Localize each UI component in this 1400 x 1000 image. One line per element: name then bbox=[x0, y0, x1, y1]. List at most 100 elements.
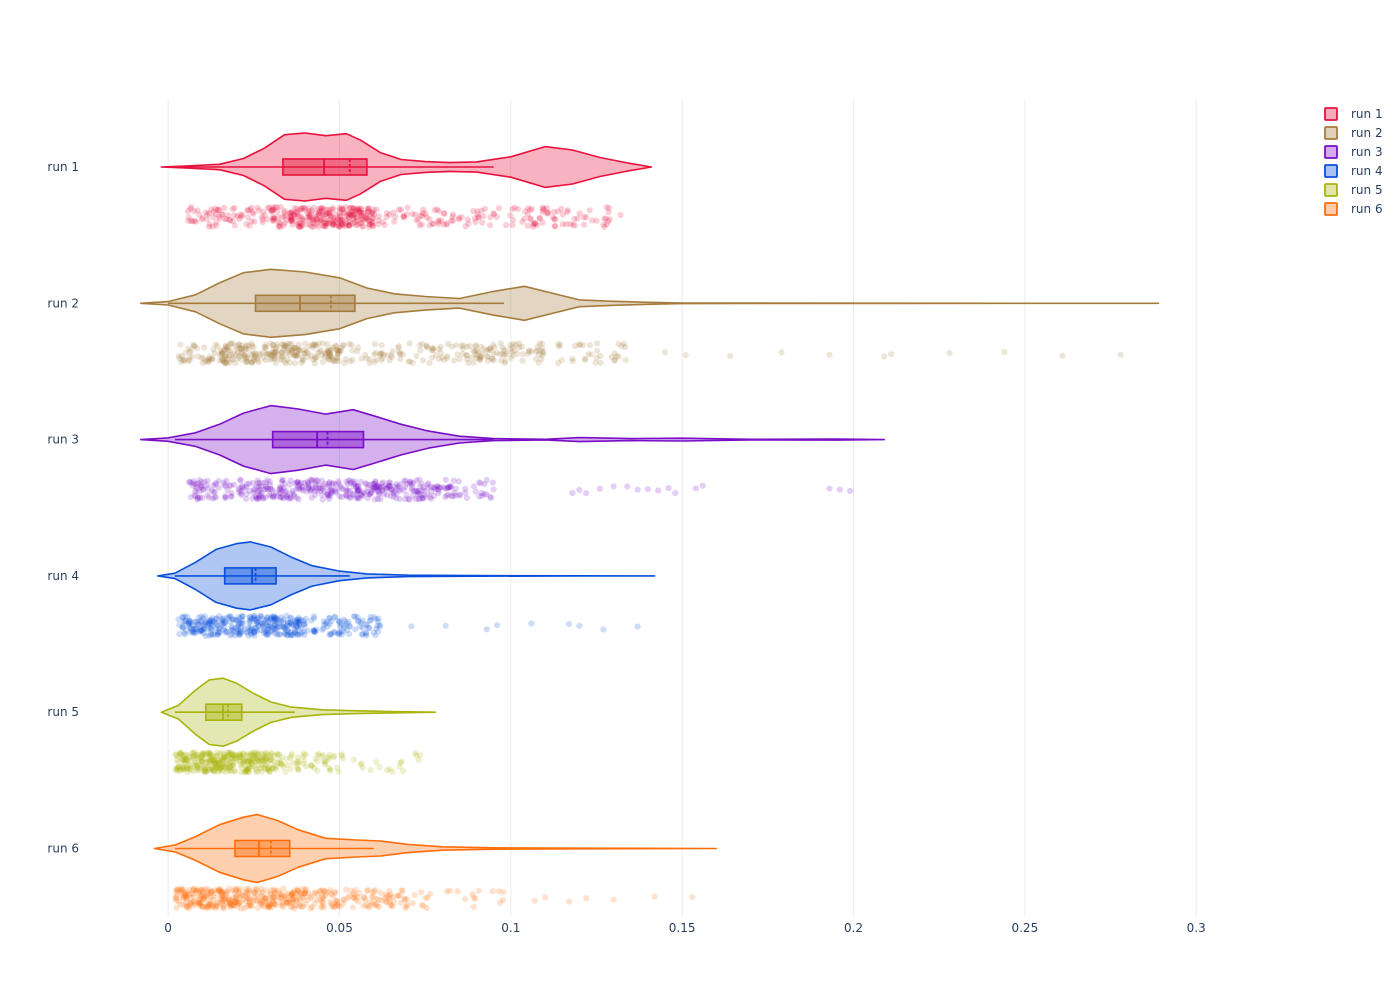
data-point bbox=[200, 768, 207, 775]
violin-trace[interactable] bbox=[139, 268, 1160, 367]
violin-trace[interactable] bbox=[160, 677, 437, 776]
data-point bbox=[525, 350, 532, 357]
violin-trace[interactable] bbox=[153, 813, 718, 912]
data-point bbox=[530, 219, 537, 226]
data-point bbox=[288, 215, 295, 222]
data-point bbox=[356, 208, 363, 215]
legend[interactable]: run 1 run 2 run 3 run 4 run 5 run 6 bbox=[1324, 107, 1383, 216]
data-point bbox=[483, 626, 490, 633]
data-point bbox=[321, 887, 328, 895]
data-point bbox=[381, 221, 388, 228]
data-point bbox=[228, 901, 235, 908]
data-point bbox=[424, 484, 432, 492]
data-point bbox=[325, 493, 332, 500]
data-point bbox=[195, 480, 202, 487]
data-point bbox=[222, 494, 229, 501]
data-point bbox=[322, 222, 329, 229]
data-point bbox=[386, 211, 393, 218]
data-point bbox=[387, 483, 394, 490]
data-point bbox=[507, 212, 514, 219]
data-point bbox=[307, 213, 314, 220]
data-point bbox=[283, 491, 290, 498]
data-point bbox=[227, 754, 234, 761]
data-point bbox=[288, 340, 295, 347]
data-point bbox=[277, 223, 284, 230]
data-point bbox=[251, 355, 258, 362]
data-point bbox=[218, 351, 225, 358]
data-point bbox=[312, 355, 319, 362]
data-point bbox=[260, 758, 268, 765]
data-point bbox=[296, 889, 303, 896]
violin-trace[interactable] bbox=[139, 404, 886, 503]
data-point bbox=[497, 351, 504, 358]
data-point bbox=[291, 212, 298, 219]
data-point bbox=[464, 216, 471, 223]
data-point bbox=[356, 219, 363, 226]
data-point bbox=[383, 898, 390, 906]
data-point bbox=[347, 488, 354, 495]
data-point bbox=[448, 217, 455, 224]
data-point bbox=[295, 347, 302, 354]
violin-trace[interactable] bbox=[160, 132, 653, 230]
legend-item[interactable]: run 5 bbox=[1324, 183, 1383, 197]
legend-swatch bbox=[1324, 107, 1338, 121]
data-point bbox=[265, 622, 272, 630]
data-point bbox=[312, 492, 319, 499]
data-point bbox=[500, 889, 507, 896]
data-point bbox=[276, 484, 283, 491]
data-point bbox=[351, 208, 358, 215]
data-point bbox=[315, 211, 322, 218]
data-point bbox=[225, 212, 232, 219]
legend-item[interactable]: run 3 bbox=[1324, 145, 1383, 159]
data-point bbox=[516, 344, 523, 351]
data-point bbox=[296, 223, 303, 230]
data-point bbox=[448, 492, 455, 500]
data-point bbox=[301, 632, 308, 639]
data-point bbox=[281, 624, 288, 632]
data-point bbox=[510, 340, 517, 347]
data-point bbox=[253, 495, 260, 502]
data-point bbox=[183, 894, 190, 901]
data-point bbox=[416, 490, 423, 497]
data-point bbox=[225, 896, 232, 903]
data-point bbox=[246, 619, 253, 626]
data-point bbox=[191, 343, 198, 350]
data-point bbox=[185, 620, 192, 627]
data-point bbox=[178, 886, 185, 893]
data-point bbox=[254, 897, 261, 904]
data-point bbox=[321, 480, 328, 487]
data-point bbox=[238, 752, 245, 759]
legend-item[interactable]: run 4 bbox=[1324, 164, 1383, 178]
data-point bbox=[287, 215, 294, 222]
data-point bbox=[382, 485, 389, 492]
data-point bbox=[262, 619, 269, 627]
data-point bbox=[192, 624, 199, 631]
data-point bbox=[191, 618, 198, 625]
violin-trace[interactable] bbox=[157, 541, 656, 640]
data-point bbox=[288, 890, 295, 898]
data-point bbox=[388, 354, 396, 361]
data-point bbox=[490, 357, 497, 364]
data-point bbox=[229, 759, 236, 766]
data-point bbox=[258, 768, 265, 775]
legend-item[interactable]: run 1 bbox=[1324, 107, 1383, 121]
data-point bbox=[260, 208, 267, 215]
data-point bbox=[418, 492, 425, 499]
data-point bbox=[209, 495, 216, 502]
data-point bbox=[357, 761, 364, 768]
data-point bbox=[210, 757, 217, 764]
legend-item[interactable]: run 6 bbox=[1324, 202, 1383, 216]
data-point bbox=[357, 211, 364, 218]
data-point bbox=[336, 210, 343, 217]
data-point bbox=[279, 477, 286, 484]
data-point bbox=[348, 342, 355, 349]
data-point bbox=[386, 766, 393, 773]
data-point bbox=[312, 484, 319, 491]
legend-item[interactable]: run 2 bbox=[1324, 126, 1383, 140]
data-point bbox=[424, 491, 431, 498]
data-point bbox=[212, 905, 219, 912]
data-point bbox=[236, 757, 243, 764]
data-point bbox=[183, 899, 190, 906]
data-point bbox=[350, 205, 358, 212]
data-point bbox=[236, 753, 243, 761]
